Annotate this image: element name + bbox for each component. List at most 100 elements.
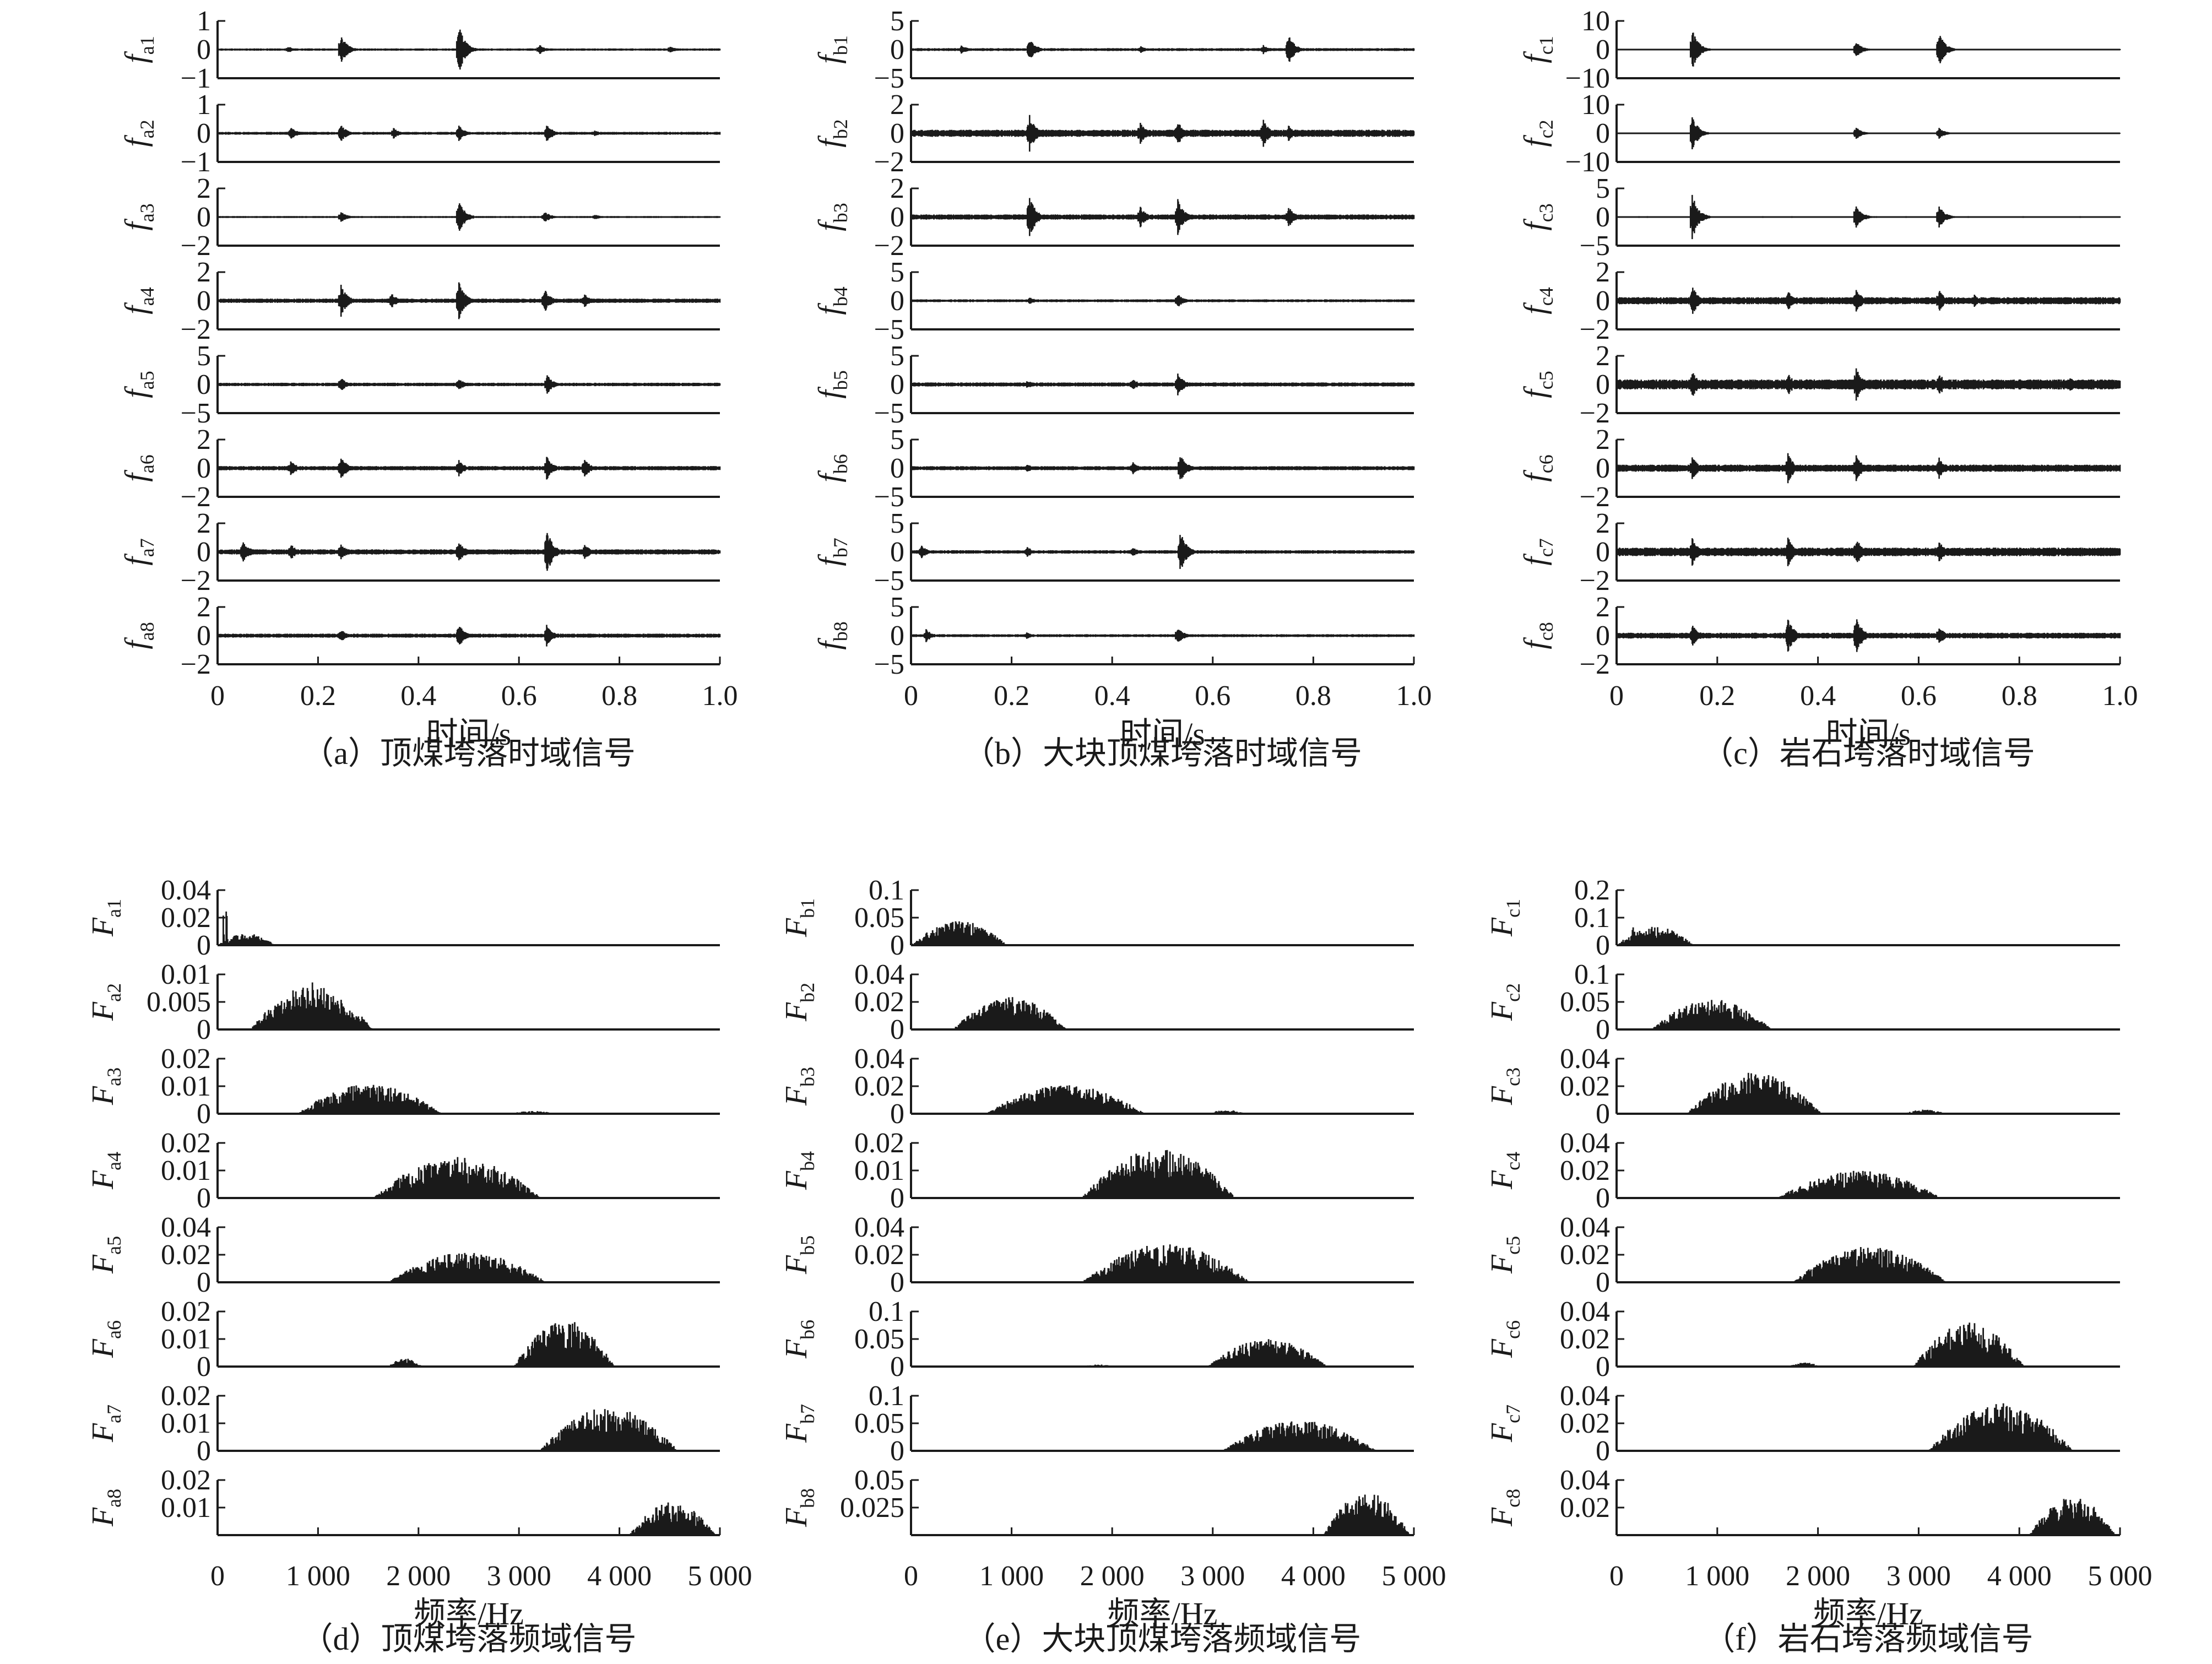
panel-caption: （a）顶煤垮落时域信号 [302, 735, 636, 771]
y-tick-label: 2 [197, 424, 211, 456]
y-tick-label: −2 [874, 230, 904, 262]
y-axis-label: fc6 [1518, 454, 1557, 482]
signal-trace [216, 375, 721, 394]
y-label-symbol: F [1485, 1086, 1519, 1105]
y-tick-label: 0 [890, 285, 904, 317]
subplot-a4: 0.020.010 Fa4 [86, 1128, 720, 1214]
y-label-subscript: b5 [829, 370, 852, 390]
y-tick-label: −5 [874, 314, 904, 345]
y-axis-label: fc8 [1518, 622, 1557, 649]
x-tick-label: 1.0 [2102, 680, 2138, 712]
subplot-a3: 0.020.010 Fa3 [86, 1043, 720, 1130]
y-tick-label: 0 [197, 1183, 211, 1214]
subplot-a5: 50−5 fa5 [119, 340, 721, 429]
y-tick-label: 0 [890, 1435, 904, 1467]
y-label-symbol: F [1485, 1001, 1519, 1021]
subplot-c8: 20−2 fc8 [1518, 592, 2121, 680]
panel-caption: （b）大块顶煤垮落时域信号 [963, 735, 1362, 771]
signal-trace [910, 37, 1415, 62]
y-tick-label: 0 [890, 118, 904, 149]
y-tick-label: 0.05 [854, 1408, 904, 1439]
y-axis-label: Fb7 [779, 1404, 818, 1443]
y-tick-label: 2 [1596, 257, 1610, 288]
y-tick-label: 0.04 [1560, 1043, 1610, 1075]
signal-trace [1615, 194, 2121, 240]
y-label-subscript: a8 [103, 1489, 125, 1508]
y-label-subscript: b4 [796, 1151, 818, 1171]
x-tick-label: 0 [210, 680, 225, 712]
y-tick-label: 0 [890, 1014, 904, 1045]
spectrum-bars [217, 911, 275, 945]
y-label-subscript: b7 [829, 538, 852, 557]
y-tick-label: 10 [1581, 89, 1610, 121]
subplot-c2: 0.10.050 Fc2 [1485, 959, 2120, 1045]
y-label-subscript: a7 [136, 538, 158, 557]
y-label-subscript: c4 [1535, 287, 1557, 306]
y-label-subscript: c7 [1535, 538, 1557, 557]
subplot-c5: 0.040.020 Fc5 [1485, 1212, 2120, 1298]
signal-trace [910, 629, 1415, 642]
spectrum-bars [1081, 1339, 1328, 1367]
y-tick-label: 0 [1596, 453, 1610, 484]
y-axis-label: fb8 [812, 621, 852, 650]
x-axis-label: 频率/Hz [1813, 1596, 1923, 1632]
spectrum-bars [250, 982, 373, 1029]
y-label-symbol: F [86, 1254, 120, 1274]
y-axis-label: Fc7 [1485, 1405, 1524, 1443]
x-tick-label: 3 000 [487, 1560, 551, 1592]
panel-f: 0.20.10Fc10.10.050Fc20.040.020Fc30.040.0… [1485, 875, 2153, 1657]
y-label-symbol: F [779, 1255, 814, 1275]
panel-caption: （e）大块顶煤垮落频域信号 [964, 1621, 1362, 1657]
y-tick-label: 0.005 [147, 987, 211, 1018]
y-label-subscript: c8 [1535, 622, 1557, 641]
y-axis-label: Fc3 [1485, 1067, 1524, 1105]
y-tick-label: 5 [890, 257, 904, 288]
y-axis-label: fc3 [1518, 203, 1557, 231]
subplot-b8: 50−5 fb8 [812, 592, 1415, 680]
y-tick-label: 0 [1596, 118, 1610, 149]
y-tick-label: −2 [1580, 398, 1610, 429]
signal-trace [1615, 288, 2121, 314]
y-tick-label: 0.01 [161, 1324, 211, 1355]
y-label-symbol: F [779, 1170, 814, 1190]
x-tick-label: 1 000 [1685, 1560, 1749, 1592]
spectrum-bars [297, 1085, 557, 1114]
y-tick-label: 0.04 [161, 1212, 211, 1243]
subplot-b7: 0.10.050 Fb7 [779, 1380, 1414, 1467]
y-tick-label: 5 [890, 508, 904, 539]
y-tick-label: 0.02 [161, 1043, 211, 1075]
spectrum-bars [952, 997, 1067, 1029]
y-label-symbol: F [86, 1507, 120, 1527]
y-tick-label: 0.02 [1560, 1239, 1610, 1271]
x-tick-label: 0 [210, 1560, 225, 1592]
x-tick-label: 0.4 [1800, 680, 1836, 712]
y-label-symbol: F [86, 1423, 120, 1443]
subplot-c2: 100−10 fc2 [1518, 89, 2121, 178]
y-tick-label: 0.01 [161, 1155, 211, 1186]
y-tick-label: 0 [1596, 1098, 1610, 1130]
subplot-c1: 0.20.10 Fc1 [1485, 875, 2120, 961]
y-label-symbol: F [86, 917, 120, 937]
x-tick-label: 0.8 [601, 680, 637, 712]
spectrum-bars [1787, 1322, 2025, 1367]
panel-e: 0.10.050Fb10.040.020Fb20.040.020Fb30.020… [779, 875, 1446, 1657]
y-tick-label: 0.04 [1560, 1296, 1610, 1327]
y-tick-label: −2 [1580, 481, 1610, 513]
x-tick-label: 0.8 [1295, 680, 1331, 712]
x-tick-label: 4 000 [587, 1560, 652, 1592]
spectrum-bars [1792, 1247, 1947, 1282]
y-label-subscript: a2 [103, 983, 125, 1002]
y-tick-label: −2 [1580, 565, 1610, 597]
subplot-b3: 0.040.020 Fb3 [779, 1043, 1414, 1130]
y-label-symbol: F [1485, 1507, 1519, 1527]
y-axis-label: Fb4 [779, 1151, 818, 1190]
y-tick-label: 0 [890, 1267, 904, 1298]
y-axis-label: Fa6 [86, 1320, 125, 1358]
subplot-b6: 50−5 fb6 [812, 424, 1415, 513]
x-axis-label: 时间/s [1120, 716, 1205, 752]
y-tick-label: −2 [181, 649, 211, 680]
y-axis-label: Fb8 [779, 1488, 818, 1527]
subplot-b2: 20−2 fb2 [812, 89, 1415, 178]
signal-trace [910, 535, 1415, 569]
